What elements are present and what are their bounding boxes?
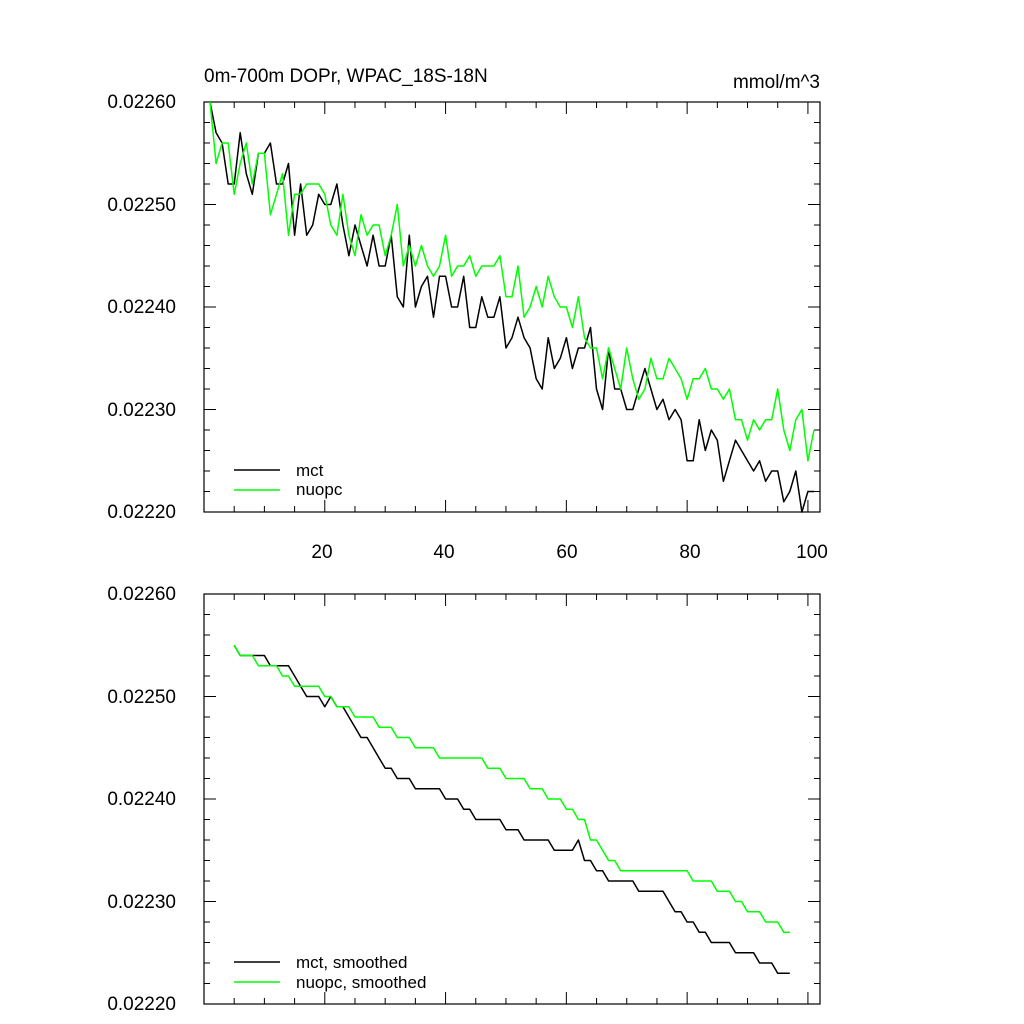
top-series-layer bbox=[209, 101, 815, 513]
y-tick-label: 0.02230 bbox=[107, 892, 176, 913]
y-tick-label: 0.02240 bbox=[107, 297, 176, 318]
top-legend: mct nuopc bbox=[234, 461, 343, 499]
y-tick-label: 0.02220 bbox=[107, 994, 176, 1015]
top-panel: 0m-700m DOPr, WPAC_18S-18N mmol/m^3 0.02… bbox=[107, 66, 828, 563]
x-tick-label: 20 bbox=[311, 542, 332, 563]
y-tick-label: 0.02250 bbox=[107, 195, 176, 216]
legend-label-mct: mct bbox=[296, 461, 324, 480]
top-y-tick-labels: 0.02220 0.02230 0.02240 0.02250 0.02260 bbox=[107, 92, 176, 523]
x-tick-label: 80 bbox=[679, 542, 700, 563]
bottom-tick-marks bbox=[203, 593, 820, 1005]
x-tick-label: 40 bbox=[433, 542, 454, 563]
y-tick-label: 0.02220 bbox=[107, 502, 176, 523]
bottom-y-tick-labels: 0.02220 0.02230 0.02240 0.02250 0.02260 bbox=[107, 584, 176, 1015]
y-tick-label: 0.02260 bbox=[107, 584, 176, 605]
series-line-mct bbox=[209, 101, 814, 513]
bottom-panel: 0.02220 0.02230 0.02240 0.02250 0.02260 … bbox=[107, 584, 821, 1015]
top-x-tick-labels: 20 40 60 80 100 bbox=[311, 542, 827, 563]
y-tick-label: 0.02250 bbox=[107, 687, 176, 708]
top-plot-frame bbox=[203, 101, 821, 513]
chart-title: 0m-700m DOPr, WPAC_18S-18N bbox=[204, 66, 488, 87]
legend-label-mct-smoothed: mct, smoothed bbox=[296, 953, 408, 972]
series-line-nuopc bbox=[209, 101, 815, 462]
bottom-series-layer bbox=[233, 644, 790, 975]
x-tick-label: 60 bbox=[556, 542, 577, 563]
legend-label-nuopc: nuopc bbox=[296, 480, 343, 499]
series-line-nuopc-smoothed bbox=[233, 644, 790, 933]
y-tick-label: 0.02230 bbox=[107, 400, 176, 421]
x-tick-label: 100 bbox=[796, 542, 828, 563]
y-tick-label: 0.02260 bbox=[107, 92, 176, 113]
legend-label-nuopc-smoothed: nuopc, smoothed bbox=[296, 973, 426, 992]
series-line-mct-smoothed bbox=[233, 644, 790, 975]
units-label: mmol/m^3 bbox=[733, 72, 820, 93]
bottom-legend: mct, smoothed nuopc, smoothed bbox=[234, 953, 426, 992]
y-tick-label: 0.02240 bbox=[107, 789, 176, 810]
top-tick-marks bbox=[203, 101, 820, 513]
